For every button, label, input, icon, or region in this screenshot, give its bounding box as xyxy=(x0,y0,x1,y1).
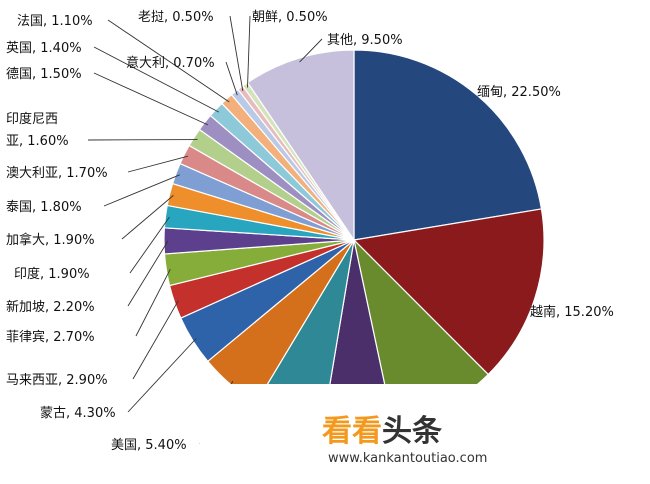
leader-line xyxy=(93,46,220,113)
slice-label: 老挝, 0.50% xyxy=(138,10,214,25)
slice-label: 亚, 1.60% xyxy=(6,134,69,149)
slice-label: 意大利, 0.70% xyxy=(126,55,215,71)
leader-lines xyxy=(87,15,323,445)
slice-label: 越南, 15.20% xyxy=(530,304,614,320)
pie-slice xyxy=(246,49,355,242)
leader-line xyxy=(299,38,323,63)
leader-line xyxy=(127,155,189,173)
leader-line xyxy=(135,268,171,337)
watermark-url: www.kankantoutiao.com xyxy=(328,451,487,466)
pie-slice xyxy=(352,208,545,376)
slice-label: 英国, 1.40% xyxy=(6,41,82,56)
slice-label: 蒙古, 4.30% xyxy=(40,406,116,421)
watermark-background xyxy=(200,384,620,484)
slice-label: 澳大利亚, 1.70% xyxy=(6,165,108,181)
leader-line xyxy=(107,19,230,103)
slice-label: 马来西亚, 2.90% xyxy=(6,373,108,388)
slice-label: 朝鲜, 0.50% xyxy=(252,10,328,25)
leader-line xyxy=(121,195,174,240)
slice-label: 印度, 1.90% xyxy=(14,266,90,282)
slice-label: 新加坡, 2.20% xyxy=(6,299,95,315)
slice-label: 印度尼西 xyxy=(6,111,58,127)
leader-line xyxy=(127,338,197,413)
watermark-brand-b: 头条 xyxy=(382,414,442,449)
leader-line xyxy=(225,61,238,96)
slice-label: 菲律宾, 2.70% xyxy=(6,329,95,345)
slice-label: 缅甸, 22.50% xyxy=(477,85,561,100)
watermark-brand: 看看头条 xyxy=(322,414,442,449)
leader-line xyxy=(247,15,251,88)
slice-label: 其他, 9.50% xyxy=(327,33,403,48)
leader-line xyxy=(129,216,170,274)
leader-line xyxy=(127,240,169,307)
leader-line xyxy=(103,174,180,207)
leader-line xyxy=(132,300,179,380)
pie-slice xyxy=(353,49,543,241)
leader-line xyxy=(93,72,209,126)
slice-label: 加拿大, 1.90% xyxy=(6,232,95,248)
slice-label: 美国, 5.40% xyxy=(111,438,187,453)
pie-slices xyxy=(163,49,545,431)
slice-label: 泰国, 1.80% xyxy=(6,200,82,215)
slice-labels: 缅甸, 22.50% 越南, 15.20% 美国, 5.40% 蒙古, 4.30% 马来… xyxy=(6,10,614,453)
watermark-brand-a: 看看 xyxy=(322,414,382,449)
slice-label: 法国, 1.10% xyxy=(17,14,93,29)
slice-label: 德国, 1.50% xyxy=(6,67,82,82)
leader-line xyxy=(229,15,244,91)
